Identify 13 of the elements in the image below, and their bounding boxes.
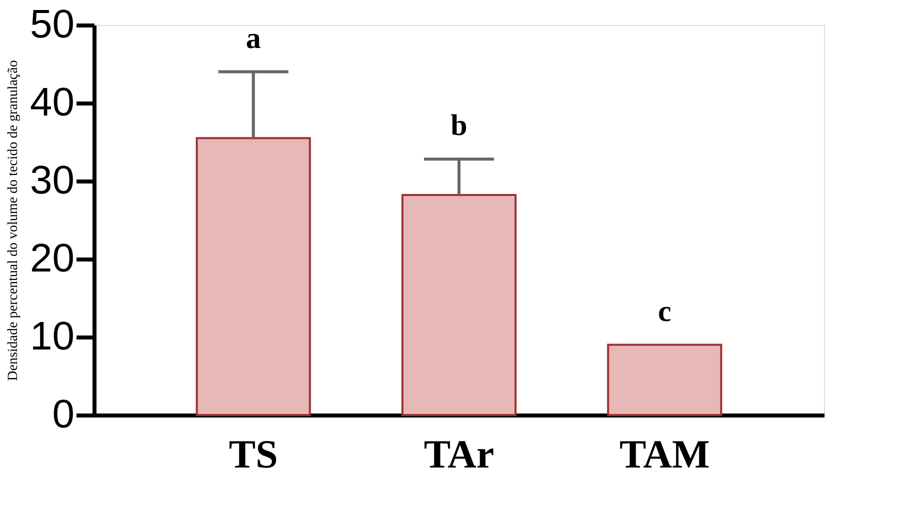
y-axis-title: Densidade percentual do volume do tecido de granulação xyxy=(6,60,22,381)
annotation: b xyxy=(450,109,468,142)
y-tick-label: 30 xyxy=(30,158,74,202)
y-tick-label: 0 xyxy=(52,392,74,436)
x-tick-label: TAr xyxy=(424,432,494,476)
x-tick-label: TS xyxy=(228,432,278,476)
annotation: a xyxy=(246,22,261,55)
y-tick-label: 40 xyxy=(30,80,74,124)
y-tick-label: 20 xyxy=(30,236,74,280)
annotation: c xyxy=(658,294,672,328)
y-tick-label: 50 xyxy=(30,2,74,46)
y-tick-label: 10 xyxy=(30,314,74,358)
x-tick-label: TAM xyxy=(619,432,710,476)
